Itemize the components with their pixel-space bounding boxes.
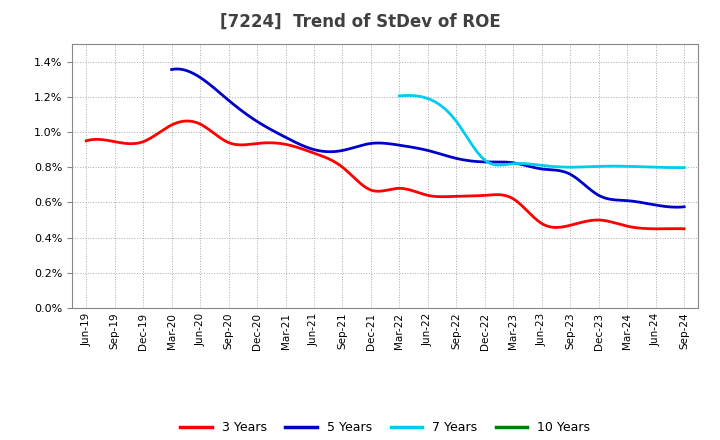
3 Years [588,218,596,223]
5 Years [169,66,178,72]
3 Years [84,138,93,143]
5 Years [474,159,483,164]
5 Years [601,195,610,201]
7 Years [564,165,573,170]
7 Years [395,93,404,99]
7 Years [566,165,575,170]
3 Years [438,194,446,199]
3 Years [440,194,449,199]
5 Years [673,205,682,210]
5 Years [167,67,176,72]
7 Years [636,164,644,169]
3 Years [450,194,459,199]
3 Years [182,118,191,124]
7 Years [396,93,405,99]
Legend: 3 Years, 5 Years, 7 Years, 10 Years: 3 Years, 5 Years, 7 Years, 10 Years [176,416,595,439]
3 Years [626,224,634,229]
3 Years [82,138,91,143]
5 Years [173,66,181,72]
5 Years [472,159,481,164]
7 Years [654,165,663,170]
7 Years [680,165,688,170]
5 Years [634,199,642,205]
5 Years [482,159,491,165]
7 Years [405,93,413,98]
5 Years [680,204,688,209]
7 Years [673,165,682,170]
Line: 3 Years: 3 Years [86,121,684,229]
Line: 7 Years: 7 Years [400,95,684,168]
7 Years [570,165,579,170]
3 Years [652,226,660,231]
3 Years [680,226,688,231]
Text: [7224]  Trend of StDev of ROE: [7224] Trend of StDev of ROE [220,13,500,31]
Line: 5 Years: 5 Years [171,69,684,207]
